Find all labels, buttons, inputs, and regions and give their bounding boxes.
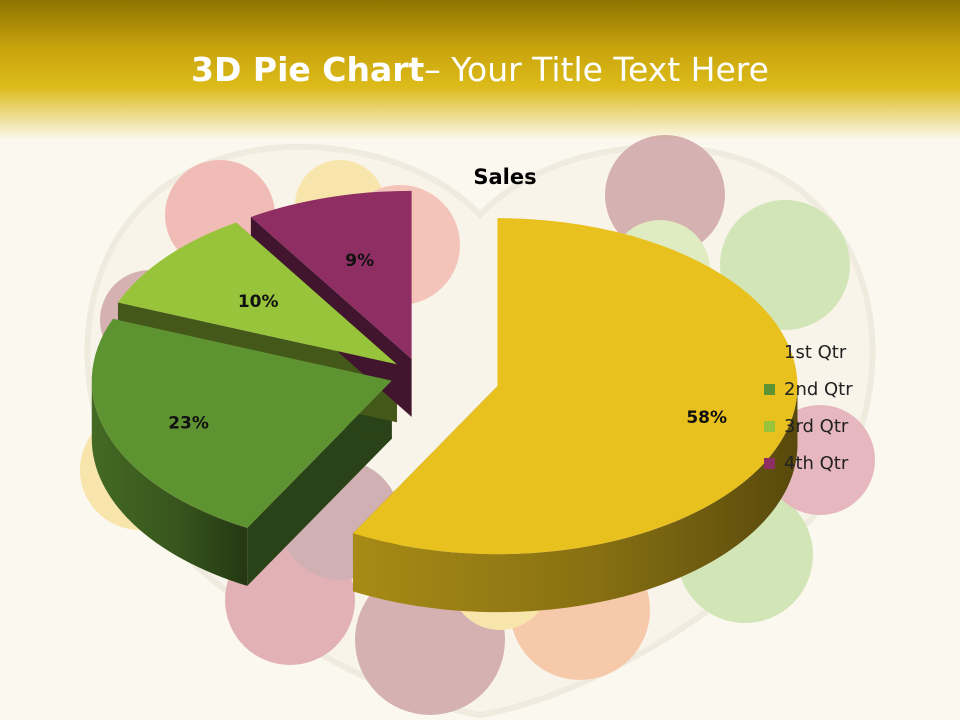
legend-label: 1st Qtr [784,342,847,363]
slice-2nd-qtr [91,318,392,528]
slide-title-rest: – Your Title Text Here [424,50,769,89]
data-label-1st-qtr: 58% [686,408,727,428]
data-label-4th-qtr: 9% [345,251,374,271]
legend-item: 4th Qtr [764,445,853,482]
chart-legend: 1st Qtr 2nd Qtr 3rd Qtr 4th Qtr [764,334,853,482]
slice-3rd-qtr [117,222,397,365]
legend-item: 2nd Qtr [764,371,853,408]
data-label-3rd-qtr: 10% [238,292,279,312]
legend-label: 4th Qtr [784,453,849,474]
slice-1st-qtr-outer-wall [352,386,798,613]
legend-label: 3rd Qtr [784,416,849,437]
legend-swatch [764,347,775,358]
data-label-2nd-qtr: 23% [168,414,209,434]
slide-title: 3D Pie Chart– Your Title Text Here [0,46,960,94]
title-banner [0,0,960,140]
legend-item: 1st Qtr [764,334,853,371]
slice-2nd-qtr-side-wall [247,380,392,586]
slice-1st-qtr [352,218,798,555]
slice-2nd-qtr-outer-wall [91,380,248,586]
legend-item: 3rd Qtr [764,408,853,445]
legend-swatch [764,421,775,432]
chart-title: Sales [473,165,537,189]
legend-label: 2nd Qtr [784,379,853,400]
slide-title-bold: 3D Pie Chart [191,50,425,89]
legend-swatch [764,384,775,395]
slice-4th-qtr [250,190,412,359]
legend-swatch [764,458,775,469]
